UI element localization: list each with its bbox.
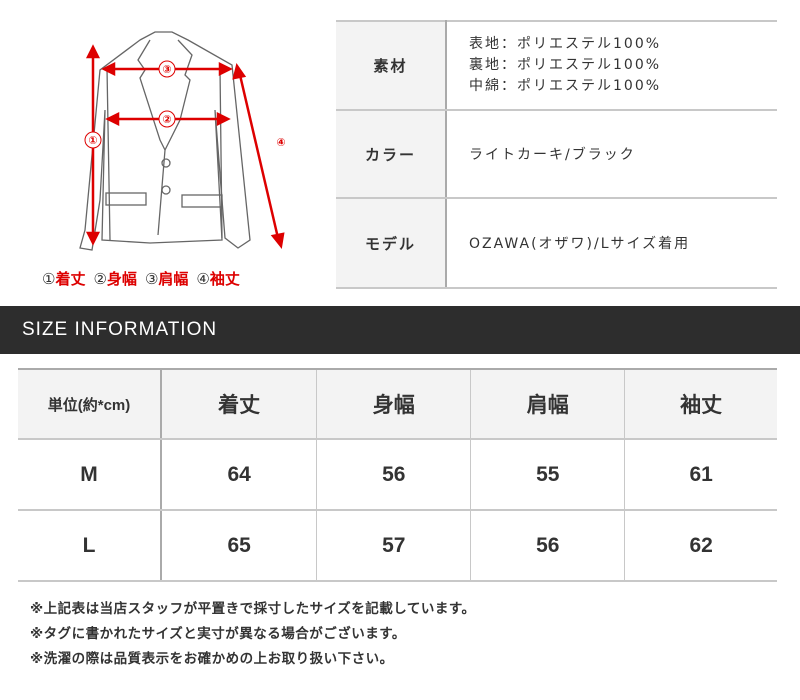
info-row-color: カラー ライトカーキ/ブラック (336, 109, 777, 199)
table-cell: 61 (624, 438, 777, 511)
info-row-model: モデル OZAWA(オザワ)/Lサイズ着用 (336, 197, 777, 289)
model-value: OZAWA(オザワ)/Lサイズ着用 (446, 197, 777, 289)
table-cell: 56 (470, 509, 625, 582)
marker-4: ④ (276, 136, 285, 149)
table-cell: 56 (316, 438, 471, 511)
column-header: 着丈 (160, 368, 317, 440)
column-header: 肩幅 (470, 368, 625, 440)
column-header: 袖丈 (624, 368, 777, 440)
table-cell: 65 (160, 509, 317, 582)
table-row: M 64 56 55 61 (18, 438, 777, 511)
material-label: 素材 (336, 20, 447, 111)
legend-item: ①着丈 (42, 270, 86, 288)
size-table-header: 単位(約*cm) 着丈 身幅 肩幅 袖丈 (18, 368, 777, 440)
table-cell: 64 (160, 438, 317, 511)
size-label: M (18, 438, 162, 511)
unit-header: 単位(約*cm) (18, 368, 162, 440)
note: ※洗濯の際は品質表示をお確かめの上お取り扱い下さい。 (30, 651, 394, 667)
info-row-material: 素材 表地：ポリエステル100% 裏地：ポリエステル100% 中綿：ポリエステル… (336, 20, 777, 111)
legend-item: ②身幅 (93, 270, 137, 288)
color-value: ライトカーキ/ブラック (446, 109, 777, 199)
notes: ※上記表は当店スタッフが平置きで採寸したサイズを記載しています。 ※タグに書かれ… (30, 597, 475, 672)
material-value: 表地：ポリエステル100% 裏地：ポリエステル100% 中綿：ポリエステル100… (446, 20, 777, 111)
section-title: SIZE INFORMATION (0, 306, 800, 354)
color-label: カラー (336, 109, 447, 199)
legend-item: ③肩幅 (144, 270, 189, 288)
jacket-measurement-diagram: ③ ② ① ④ ①着丈 ②身幅 ③肩幅 ④袖丈 (0, 0, 330, 300)
marker-3: ③ (162, 63, 171, 76)
jacket-illustration: ③ ② ① ④ (79, 31, 286, 251)
table-cell: 62 (624, 509, 777, 582)
legend-item: ④袖丈 (196, 270, 240, 288)
size-label: L (18, 509, 162, 582)
marker-1: ① (88, 134, 97, 147)
table-row: L 65 57 56 62 (18, 509, 777, 582)
size-table: 単位(約*cm) 着丈 身幅 肩幅 袖丈 M 64 56 55 61 L 65 … (18, 368, 777, 582)
note: ※上記表は当店スタッフが平置きで採寸したサイズを記載しています。 (30, 601, 476, 617)
marker-2: ② (162, 113, 171, 126)
product-info-table: 素材 表地：ポリエステル100% 裏地：ポリエステル100% 中綿：ポリエステル… (336, 20, 777, 289)
table-cell: 57 (316, 509, 471, 582)
note: ※タグに書かれたサイズと実寸が異なる場合がございます。 (30, 626, 406, 642)
table-cell: 55 (470, 438, 625, 511)
measurement-legend: ①着丈 ②身幅 ③肩幅 ④袖丈 (42, 268, 240, 289)
column-header: 身幅 (316, 368, 471, 440)
model-label: モデル (336, 197, 447, 289)
